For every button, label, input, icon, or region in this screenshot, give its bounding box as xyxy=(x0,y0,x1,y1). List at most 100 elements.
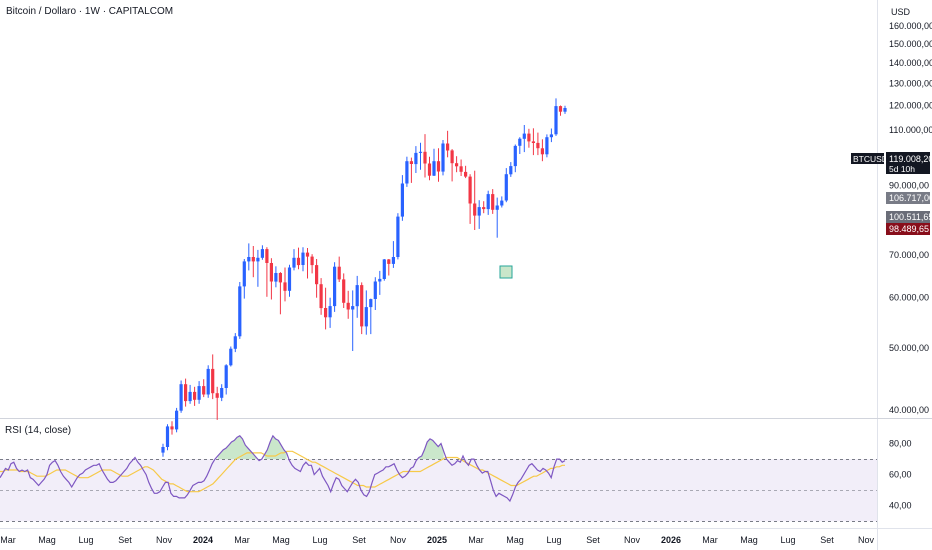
candle-body xyxy=(464,171,468,177)
candle-body xyxy=(197,386,201,400)
price-tick-label: 70.000,00 xyxy=(889,250,929,260)
candle-body xyxy=(450,150,454,164)
candle-body xyxy=(256,257,260,262)
candle-body xyxy=(229,348,233,366)
time-axis-label: 2025 xyxy=(427,535,447,545)
candle-body xyxy=(477,207,481,216)
candle-body xyxy=(432,161,436,176)
time-axis-label: Nov xyxy=(390,535,407,545)
candle-body xyxy=(500,200,504,206)
candle-body xyxy=(319,284,323,309)
candle-body xyxy=(260,249,264,258)
time-axis-labels[interactable]: Mar Mag Lug Set Nov 2024 Mar Mag Lug Set Nov 2025 Ma… xyxy=(0,535,874,545)
time-axis-label: Nov xyxy=(624,535,641,545)
candle-body xyxy=(211,368,215,394)
candle-body xyxy=(554,106,558,135)
candle-body xyxy=(346,302,350,310)
candle-body xyxy=(170,426,174,430)
time-axis-label: Set xyxy=(820,535,834,545)
candle-body xyxy=(220,388,224,398)
candle-body xyxy=(545,137,549,155)
last-price-badge: BTCUSD 119.008,20 5d 10h xyxy=(851,152,932,174)
candle-body xyxy=(342,279,346,303)
candle-body xyxy=(224,365,228,388)
candle-body xyxy=(193,391,197,400)
time-axis-label: Nov xyxy=(156,535,173,545)
candle-body xyxy=(518,138,522,146)
time-axis-label: Set xyxy=(586,535,600,545)
chart-title: Bitcoin / Dollaro · 1W · CAPITALCOM xyxy=(6,6,174,17)
candle-body xyxy=(265,249,269,263)
time-axis-label: Lug xyxy=(78,535,93,545)
candle-body xyxy=(301,252,305,265)
candle-body xyxy=(184,384,188,402)
price-tick-label: 150.000,00 xyxy=(889,39,932,49)
candle-body xyxy=(355,285,359,307)
price-tick-label: 160.000,00 xyxy=(889,21,932,31)
candle-body xyxy=(405,161,409,184)
candle-body xyxy=(351,306,355,310)
level-a-badge: 106.717,00 xyxy=(886,192,932,204)
candle-body xyxy=(495,205,499,210)
candle-body xyxy=(360,285,364,327)
candle-body xyxy=(509,166,513,175)
time-axis-label: Mag xyxy=(272,535,290,545)
candle-body xyxy=(369,299,373,308)
time-axis-label: Mag xyxy=(506,535,524,545)
candle-body xyxy=(414,152,418,165)
candle-body xyxy=(536,142,540,149)
candle-body xyxy=(287,267,292,291)
rsi-tick-label: 80,00 xyxy=(889,439,912,449)
candle-body xyxy=(247,257,251,262)
candle-body xyxy=(427,163,432,176)
candle-body xyxy=(233,336,237,349)
candle-body xyxy=(269,263,273,282)
candle-body xyxy=(441,143,445,172)
candle-body xyxy=(165,426,170,447)
candle-body xyxy=(563,108,567,112)
candle-body xyxy=(292,257,296,268)
candle-body xyxy=(396,216,400,257)
time-axis-label: Mar xyxy=(702,535,718,545)
candle-body xyxy=(531,141,535,143)
candle-body xyxy=(459,166,463,172)
time-axis-label: Lug xyxy=(546,535,561,545)
rsi-tick-label: 40,00 xyxy=(889,501,912,511)
level-b-badge: 100.511,65 xyxy=(886,211,932,223)
price-tick-label: 60.000,00 xyxy=(889,293,929,303)
candle-body xyxy=(333,266,337,307)
candle-body xyxy=(179,384,183,411)
candle-body xyxy=(513,145,517,167)
candle-body xyxy=(188,391,192,402)
candle-body xyxy=(446,143,450,151)
candle-body xyxy=(324,308,328,318)
rsi-overbought-area xyxy=(418,438,444,460)
time-axis-label: Mar xyxy=(468,535,484,545)
time-axis-label: Nov xyxy=(858,535,875,545)
candle-body xyxy=(558,106,563,112)
price-tick-label: 130.000,00 xyxy=(889,79,932,89)
time-axis-label: Mar xyxy=(0,535,16,545)
candle-body xyxy=(175,410,179,430)
level-c-badge: 98.489,65 xyxy=(886,223,930,235)
candle-body xyxy=(274,273,278,282)
time-axis-label: Set xyxy=(352,535,366,545)
candle-body xyxy=(468,176,472,204)
rsi-tick-label: 60,00 xyxy=(889,470,912,480)
price-axis-currency[interactable]: USD xyxy=(891,7,911,17)
price-tick-label: 120.000,00 xyxy=(889,101,932,111)
rsi-title: RSI (14, close) xyxy=(5,425,72,436)
time-axis-label: 2024 xyxy=(193,535,213,545)
candle-body xyxy=(387,259,391,264)
price-tick-label: 40.000,00 xyxy=(889,405,929,415)
candle-body xyxy=(242,261,246,287)
candle-body xyxy=(382,259,386,279)
candle-body xyxy=(283,282,287,291)
price-tick-label: 50.000,00 xyxy=(889,343,929,353)
candle-body xyxy=(206,368,210,395)
candle-body xyxy=(549,134,553,138)
highlight-rectangle[interactable] xyxy=(499,265,513,279)
level-c-text: 98.489,65 xyxy=(889,224,929,234)
candle-body xyxy=(251,257,255,262)
